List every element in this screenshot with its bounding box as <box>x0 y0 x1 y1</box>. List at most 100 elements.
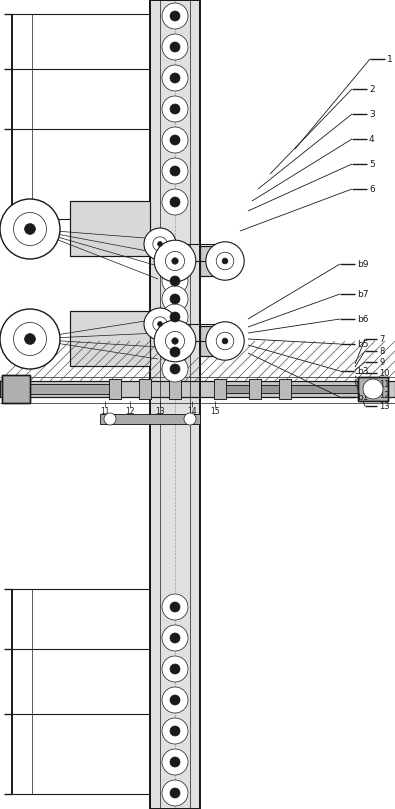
Text: 14: 14 <box>187 406 197 416</box>
Circle shape <box>104 413 116 425</box>
Circle shape <box>154 320 196 362</box>
Text: 2: 2 <box>369 84 374 94</box>
Circle shape <box>166 252 184 270</box>
Text: 10: 10 <box>379 369 389 378</box>
Bar <box>150 0 200 809</box>
Circle shape <box>162 158 188 184</box>
Circle shape <box>162 656 188 682</box>
Circle shape <box>170 312 180 322</box>
Text: 9: 9 <box>379 358 384 366</box>
Bar <box>70 311 150 366</box>
Bar <box>358 377 388 401</box>
Circle shape <box>206 242 244 280</box>
Bar <box>249 379 261 399</box>
Circle shape <box>162 65 188 91</box>
Bar <box>30 384 110 394</box>
Circle shape <box>153 237 167 252</box>
Bar <box>214 379 226 399</box>
Circle shape <box>184 413 196 425</box>
Circle shape <box>170 788 180 798</box>
Circle shape <box>170 135 180 145</box>
Circle shape <box>172 258 178 265</box>
Circle shape <box>0 309 60 369</box>
Circle shape <box>222 258 228 264</box>
Text: 4: 4 <box>369 134 374 143</box>
Circle shape <box>170 726 180 736</box>
Circle shape <box>158 242 162 247</box>
Bar <box>109 379 121 399</box>
Text: 13: 13 <box>155 406 165 416</box>
Bar <box>139 379 151 399</box>
Circle shape <box>170 664 180 674</box>
Circle shape <box>170 11 180 21</box>
Circle shape <box>162 749 188 775</box>
Circle shape <box>170 166 180 176</box>
Circle shape <box>162 356 188 382</box>
Circle shape <box>162 780 188 806</box>
Circle shape <box>13 213 47 245</box>
Text: 13: 13 <box>379 401 389 410</box>
Circle shape <box>170 276 180 286</box>
Circle shape <box>162 687 188 713</box>
Circle shape <box>24 223 36 235</box>
Circle shape <box>153 317 167 331</box>
Text: 3: 3 <box>369 109 375 118</box>
Text: b1: b1 <box>357 392 369 401</box>
Bar <box>214 379 226 399</box>
Bar <box>0 381 395 397</box>
Bar <box>279 379 291 399</box>
Circle shape <box>162 189 188 215</box>
Circle shape <box>144 228 176 260</box>
Text: b6: b6 <box>357 315 369 324</box>
Text: b9: b9 <box>357 260 369 269</box>
Circle shape <box>363 379 383 399</box>
Circle shape <box>154 240 196 282</box>
Bar <box>30 384 110 394</box>
Bar <box>169 379 181 399</box>
Bar <box>200 326 235 356</box>
Bar <box>358 377 388 401</box>
Text: 15: 15 <box>210 406 220 416</box>
Circle shape <box>24 333 36 345</box>
Text: 8: 8 <box>379 346 384 355</box>
Circle shape <box>170 633 180 643</box>
Circle shape <box>144 308 176 340</box>
Bar <box>100 414 200 424</box>
Circle shape <box>162 625 188 651</box>
Circle shape <box>222 338 228 344</box>
Circle shape <box>170 197 180 207</box>
Bar <box>2 375 30 403</box>
Text: 12: 12 <box>125 406 135 416</box>
Circle shape <box>162 268 188 294</box>
Bar <box>0 381 395 397</box>
Bar <box>70 201 150 256</box>
Text: b7: b7 <box>357 290 369 299</box>
Circle shape <box>170 42 180 52</box>
Circle shape <box>162 594 188 620</box>
Bar <box>169 379 181 399</box>
Bar <box>109 379 121 399</box>
Bar <box>220 385 360 393</box>
Text: 1: 1 <box>387 54 393 63</box>
Bar <box>2 375 30 403</box>
Circle shape <box>206 322 244 360</box>
Circle shape <box>162 304 188 330</box>
Circle shape <box>13 323 47 355</box>
Circle shape <box>162 339 188 365</box>
Text: 11: 11 <box>100 406 110 416</box>
Circle shape <box>158 322 162 326</box>
Text: b5: b5 <box>357 340 369 349</box>
Circle shape <box>166 332 184 350</box>
Bar <box>100 414 200 424</box>
Bar <box>200 246 235 276</box>
Circle shape <box>216 252 234 269</box>
Circle shape <box>162 34 188 60</box>
Circle shape <box>170 695 180 705</box>
Circle shape <box>170 73 180 83</box>
Circle shape <box>170 294 180 304</box>
Bar <box>200 246 235 276</box>
Circle shape <box>216 332 234 349</box>
Text: 5: 5 <box>369 159 375 168</box>
Bar <box>70 311 150 366</box>
Circle shape <box>170 364 180 374</box>
